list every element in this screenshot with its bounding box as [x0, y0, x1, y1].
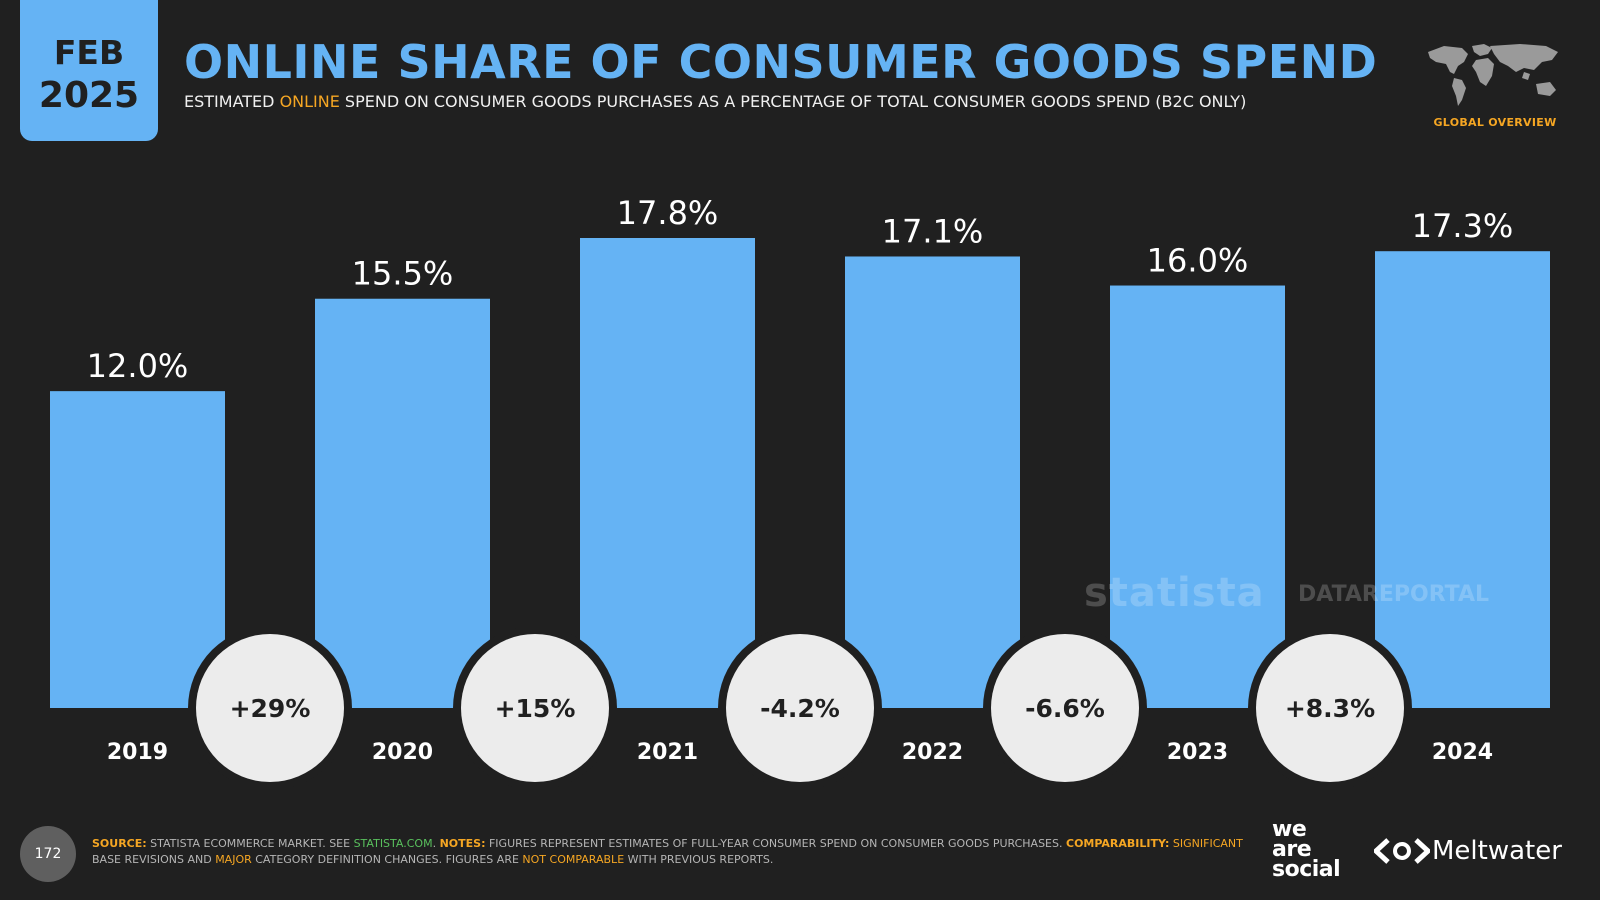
- change-circle: [1256, 634, 1404, 782]
- bar-2024: [1375, 251, 1550, 708]
- page-number: 172: [20, 826, 76, 882]
- date-month: FEB: [53, 33, 125, 72]
- category-label-2019: 2019: [107, 740, 168, 765]
- bar-2019: [50, 391, 225, 708]
- source-link[interactable]: STATISTA.COM: [353, 837, 433, 850]
- bar-2022: [845, 256, 1020, 708]
- date-year: 2025: [38, 75, 140, 116]
- category-label-2021: 2021: [637, 740, 698, 765]
- change-circle: [196, 634, 344, 782]
- subtitle-highlight: ONLINE: [279, 92, 340, 111]
- footer-source-notes: SOURCE: STATISTA ECOMMERCE MARKET. SEE S…: [92, 837, 1243, 866]
- region-label: GLOBAL OVERVIEW: [1433, 116, 1557, 129]
- we-are-social-logo: we are social: [1272, 817, 1341, 882]
- change-circle: [991, 634, 1139, 782]
- value-label-2024: 17.3%: [1412, 207, 1514, 245]
- bar-2020: [315, 298, 490, 708]
- value-label-2020: 15.5%: [352, 255, 454, 293]
- meltwater-logo-icon: [1374, 838, 1430, 864]
- page-subtitle: ESTIMATED ONLINE SPEND ON CONSUMER GOODS…: [184, 92, 1247, 111]
- value-label-2022: 17.1%: [882, 212, 984, 250]
- change-label: +15%: [495, 694, 576, 723]
- page-title: ONLINE SHARE OF CONSUMER GOODS SPEND: [184, 35, 1378, 89]
- change-label: -6.6%: [1025, 694, 1105, 723]
- change-circle: [461, 634, 609, 782]
- category-label-2022: 2022: [902, 740, 963, 765]
- change-label: +29%: [230, 694, 311, 723]
- bar-2021: [580, 238, 755, 708]
- change-circle: [726, 634, 874, 782]
- meltwater-logo: Meltwater: [1432, 836, 1562, 866]
- category-label-2020: 2020: [372, 740, 433, 765]
- value-label-2023: 16.0%: [1147, 242, 1249, 280]
- statista-watermark: statista: [1084, 570, 1265, 616]
- bar-chart: 12.0% 2019 15.5% 2020 17.8% 2021 17.1% 2022 16.0…: [50, 194, 1550, 790]
- datareportal-watermark: DATAREPORTAL: [1298, 582, 1489, 607]
- date-badge: FEB 2025: [20, 0, 158, 141]
- change-label: -4.2%: [760, 694, 840, 723]
- world-map-icon: [1428, 44, 1558, 106]
- category-label-2024: 2024: [1432, 740, 1493, 765]
- bar-2023: [1110, 285, 1285, 708]
- category-label-2023: 2023: [1167, 740, 1228, 765]
- change-label: +8.3%: [1285, 694, 1375, 723]
- value-label-2019: 12.0%: [87, 347, 189, 385]
- value-label-2021: 17.8%: [617, 194, 719, 232]
